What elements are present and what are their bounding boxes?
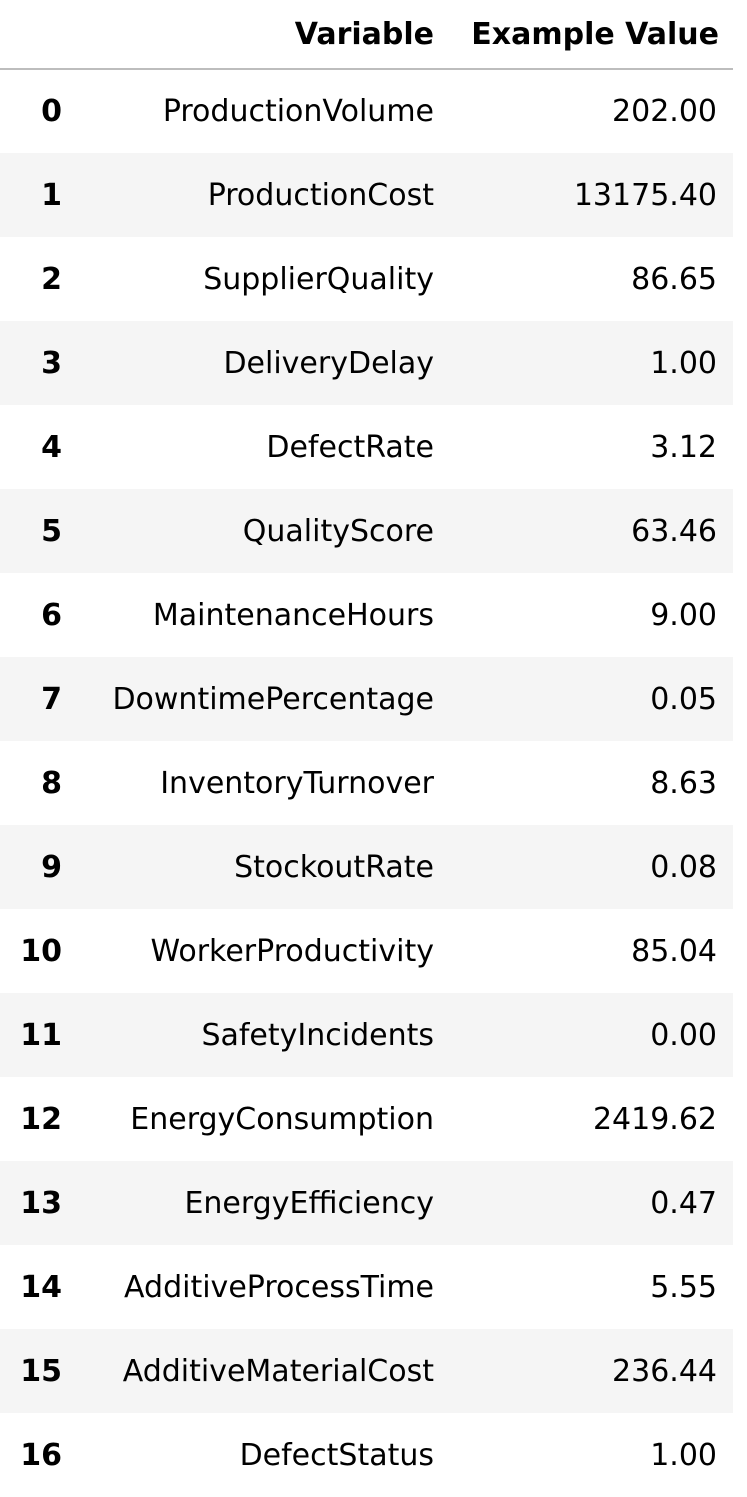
table-row: 3 DeliveryDelay 1.00	[0, 321, 733, 405]
row-index: 16	[20, 1437, 62, 1473]
table-row: 11 SafetyIncidents 0.00	[0, 993, 733, 1077]
variable-cell: EnergyEfficiency	[184, 1185, 434, 1221]
row-index: 15	[20, 1353, 62, 1389]
row-index: 12	[20, 1101, 62, 1137]
table-body: 0 ProductionVolume 202.00 1 ProductionCost 13…	[0, 69, 733, 1497]
variable-cell: SupplierQuality	[203, 261, 434, 297]
example-value-cell: 13175.40	[573, 177, 717, 213]
variable-cell: QualityScore	[242, 513, 434, 549]
table-row: 8 InventoryTurnover 8.63	[0, 741, 733, 825]
table-row: 2 SupplierQuality 86.65	[0, 237, 733, 321]
variable-cell: ProductionVolume	[162, 94, 434, 129]
table-row: 9 StockoutRate 0.08	[0, 825, 733, 909]
table-row: 7 DowntimePercentage 0.05	[0, 657, 733, 741]
example-value-cell: 1.00	[650, 345, 717, 381]
row-index: 11	[20, 1017, 62, 1053]
row-index: 13	[20, 1185, 62, 1221]
example-value-cell: 0.05	[650, 681, 717, 717]
row-index: 4	[41, 429, 62, 465]
variable-cell: DeliveryDelay	[223, 345, 434, 381]
table-row: 1 ProductionCost 13175.40	[0, 153, 733, 237]
table-row: 5 QualityScore 63.46	[0, 489, 733, 573]
table-row: 15 AdditiveMaterialCost 236.44	[0, 1329, 733, 1413]
row-index: 14	[20, 1269, 62, 1305]
row-index: 5	[41, 513, 62, 549]
example-value-cell: 3.12	[650, 429, 717, 465]
row-index: 0	[41, 94, 62, 129]
example-value-cell: 8.63	[650, 765, 717, 801]
variable-cell: SafetyIncidents	[201, 1017, 434, 1053]
example-value-cell: 0.08	[650, 849, 717, 885]
example-value-cell: 1.00	[650, 1437, 717, 1473]
table-row: 6 MaintenanceHours 9.00	[0, 573, 733, 657]
example-value-cell: 86.65	[631, 261, 717, 297]
variable-cell: ProductionCost	[207, 177, 434, 213]
example-value-cell: 63.46	[631, 513, 717, 549]
example-value-cell: 202.00	[612, 94, 717, 129]
variable-cell: WorkerProductivity	[150, 933, 434, 969]
row-index: 2	[41, 261, 62, 297]
example-value-cell: 0.00	[650, 1017, 717, 1053]
header-row: Variable Example Value	[0, 0, 733, 70]
row-index: 3	[41, 345, 62, 381]
example-value-cell: 5.55	[650, 1269, 717, 1305]
row-index: 6	[41, 597, 62, 633]
index-column-header	[0, 0, 74, 70]
table-row: 4 DefectRate 3.12	[0, 405, 733, 489]
variable-cell: AdditiveMaterialCost	[122, 1353, 434, 1389]
variable-cell: InventoryTurnover	[160, 765, 434, 801]
variable-cell: DefectRate	[266, 429, 434, 465]
example-value-cell: 85.04	[631, 933, 717, 969]
row-index: 1	[41, 177, 62, 213]
variable-cell: EnergyConsumption	[130, 1101, 434, 1137]
example-value-cell: 236.44	[612, 1353, 717, 1389]
row-index: 10	[20, 933, 62, 969]
table-header: Variable Example Value	[0, 0, 733, 70]
table-row: 10 WorkerProductivity 85.04	[0, 909, 733, 993]
example-value-cell: 2419.62	[592, 1101, 717, 1137]
variable-column-header: Variable	[74, 0, 448, 70]
variable-cell: DowntimePercentage	[112, 681, 434, 717]
variable-cell: StockoutRate	[234, 849, 434, 885]
row-index: 7	[41, 681, 62, 717]
table-row: 13 EnergyEfficiency 0.47	[0, 1161, 733, 1245]
row-index: 8	[41, 765, 62, 801]
example-value-column-header: Example Value	[448, 0, 733, 70]
table-row: 14 AdditiveProcessTime 5.55	[0, 1245, 733, 1329]
example-value-cell: 9.00	[650, 597, 717, 633]
example-value-cell: 0.47	[650, 1185, 717, 1221]
table-row: 0 ProductionVolume 202.00	[0, 69, 733, 153]
row-index: 9	[41, 849, 62, 885]
variable-cell: DefectStatus	[239, 1437, 434, 1473]
variable-cell: AdditiveProcessTime	[124, 1269, 434, 1305]
variable-cell: MaintenanceHours	[152, 597, 434, 633]
table-row: 16 DefectStatus 1.00	[0, 1413, 733, 1497]
table-row: 12 EnergyConsumption 2419.62	[0, 1077, 733, 1161]
